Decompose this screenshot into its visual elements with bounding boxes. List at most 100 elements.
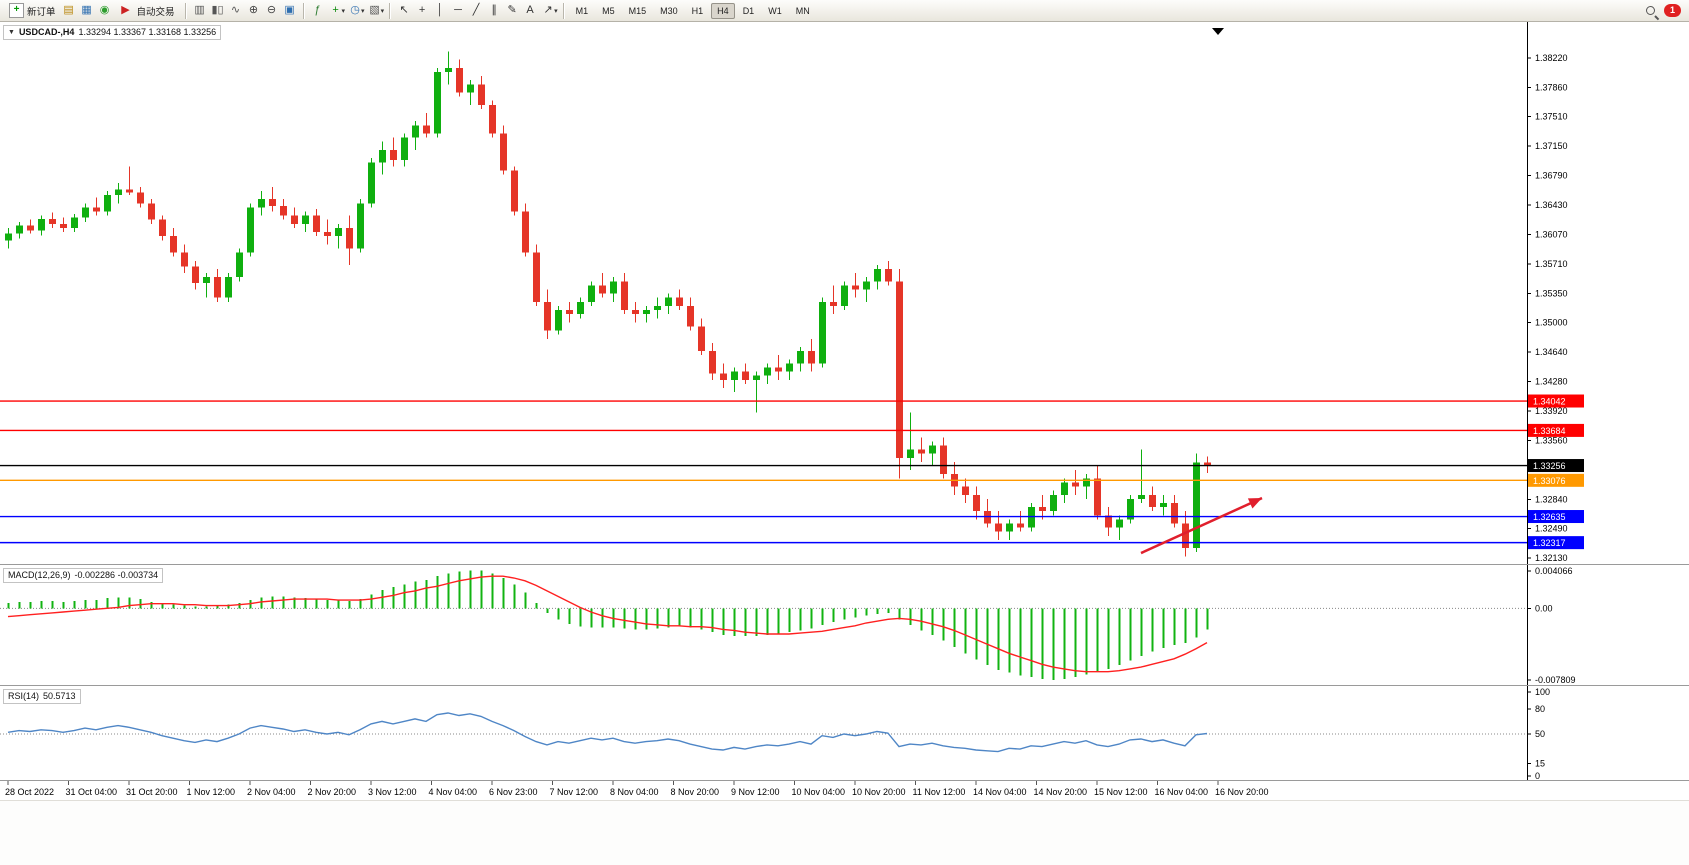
candle-body: [335, 227, 342, 237]
periods-icon-group[interactable]: ◷ ▾: [347, 3, 365, 18]
timeframe-group: M1 M5 M15 M30 H1 H4 D1 W1 MN: [570, 2, 816, 19]
candle-body: [588, 285, 595, 302]
candle-body: [896, 281, 903, 458]
timeframe-m30-button[interactable]: M30: [660, 5, 678, 16]
price-line-label-text: 1.33256: [1533, 461, 1566, 471]
horizontal-line-icon[interactable]: ─: [454, 4, 462, 16]
candle-body: [764, 367, 771, 376]
rsi-tick-label: 15: [1535, 758, 1545, 768]
dropdown-arrow-icon[interactable]: ▾: [361, 7, 365, 15]
crosshair-icon[interactable]: +: [418, 4, 426, 16]
candle-body: [511, 170, 518, 212]
new-order-button[interactable]: + 新订单: [4, 1, 61, 20]
timeframe-mn-button[interactable]: MN: [795, 5, 810, 16]
timeframe-h4-button[interactable]: H4: [711, 2, 735, 19]
rsi-value: 50.5713: [43, 691, 76, 701]
toolbar-separator: [302, 2, 305, 19]
macd-values: -0.002286 -0.003734: [74, 570, 159, 580]
candle-body: [313, 215, 320, 233]
periods-icon[interactable]: ◷: [350, 4, 360, 16]
window-bottom-area: [0, 800, 1689, 865]
draw-icon[interactable]: ✎: [507, 4, 517, 16]
cursor-icon[interactable]: ↖: [399, 4, 409, 16]
text-icon[interactable]: A: [526, 4, 534, 16]
data-window-icon[interactable]: ◉: [99, 4, 110, 16]
add-chart-icon-group[interactable]: + ▾: [328, 3, 346, 18]
templates-icon-group[interactable]: ▧ ▾: [367, 3, 385, 18]
timeframe-h1-button[interactable]: H1: [691, 5, 704, 16]
auto-trading-button[interactable]: ▶ 自动交易: [113, 1, 180, 20]
time-label: 8 Nov 20:00: [671, 787, 720, 797]
notification-badge[interactable]: 1: [1664, 4, 1681, 17]
line-chart-icon[interactable]: ∿: [230, 4, 241, 16]
trendline-icon[interactable]: ╱: [472, 4, 480, 16]
bar-chart-icon[interactable]: ▥: [194, 4, 205, 16]
rsi-tick-label: 50: [1535, 729, 1545, 739]
search-icon[interactable]: [1644, 4, 1658, 18]
timeframe-m1-button[interactable]: M1: [575, 5, 589, 16]
candle-body: [456, 67, 463, 93]
time-label: 9 Nov 12:00: [731, 787, 780, 797]
tile-windows-icon[interactable]: ▣: [284, 4, 295, 16]
channel-icon[interactable]: ∥: [491, 4, 497, 16]
time-label: 31 Oct 04:00: [66, 787, 118, 797]
candle-body: [346, 227, 353, 249]
time-label: 10 Nov 20:00: [852, 787, 906, 797]
chart-ohlc-values: 1.33294 1.33367 1.33168 1.33256: [78, 27, 217, 37]
price-chart-canvas[interactable]: 1.38220 1.37860 1.37510 1.37150 1.36790 1.364…: [0, 22, 1689, 800]
candle-body: [126, 189, 133, 193]
dropdown-arrow-icon[interactable]: ▾: [380, 7, 385, 15]
price-tick-label: 1.36070: [1535, 230, 1568, 240]
candle-body: [236, 252, 243, 278]
time-label: 1 Nov 12:00: [187, 787, 236, 797]
candle-body: [5, 233, 12, 241]
main-toolbar: + 新订单 ▤ ▦ ◉ ▶ 自动交易 ▥ ▮▯ ∿ ⊕ ⊖ ▣ ƒ + ▾ ◷ ▾ ▧ ▾ ↖ + │ ─ ╱ ∥ ✎…: [0, 0, 1689, 22]
timeframe-m15-button[interactable]: M15: [628, 5, 647, 16]
price-line-label: [1528, 394, 1584, 408]
candle-body: [742, 371, 749, 380]
candle-body: [280, 205, 287, 216]
zoom-out-icon[interactable]: ⊖: [266, 4, 277, 16]
price-line-label: [1528, 510, 1584, 524]
vertical-line-icon[interactable]: │: [436, 4, 444, 16]
candle-body: [1171, 502, 1178, 524]
time-label: 14 Nov 04:00: [973, 787, 1027, 797]
price-tick-label: 1.36430: [1535, 200, 1568, 210]
macd-tick-label: -0.007809: [1535, 675, 1576, 685]
templates-icon[interactable]: ▧: [369, 4, 380, 16]
indicators-icon[interactable]: ƒ: [314, 4, 321, 16]
candle-body: [170, 236, 177, 253]
candle-body: [1083, 478, 1090, 487]
candle-body: [929, 445, 936, 454]
timeframe-w1-button[interactable]: W1: [768, 5, 782, 16]
rsi-name: RSI(14): [8, 691, 40, 701]
candle-body: [489, 104, 496, 134]
new-order-label: 新订单: [27, 6, 56, 18]
price-tick-label: 1.32490: [1535, 523, 1568, 533]
timeframe-m5-button[interactable]: M5: [602, 5, 615, 16]
charts-grid-icon[interactable]: ▤: [63, 4, 74, 16]
candle-body: [1061, 482, 1068, 495]
dropdown-arrow-icon[interactable]: ▾: [341, 7, 346, 15]
candle-body: [269, 199, 276, 206]
candle-body: [533, 252, 540, 302]
zoom-in-icon[interactable]: ⊕: [248, 4, 259, 16]
macd-tick-label: 0.004066: [1535, 566, 1573, 576]
collapse-icon[interactable]: ▼: [8, 29, 15, 36]
candle-body: [808, 351, 815, 364]
candle-body: [984, 511, 991, 524]
price-tick-label: 1.33920: [1535, 406, 1568, 416]
chart-shift-marker[interactable]: [1212, 28, 1224, 35]
arrows-icon[interactable]: ↗: [543, 4, 553, 16]
time-label: 3 Nov 12:00: [368, 787, 417, 797]
market-watch-icon[interactable]: ▦: [81, 4, 92, 16]
candle-body: [610, 281, 617, 294]
candle-body: [379, 149, 386, 163]
timeframe-d1-button[interactable]: D1: [742, 5, 755, 16]
dropdown-arrow-icon[interactable]: ▾: [554, 7, 558, 15]
candlestick-chart-icon[interactable]: ▮▯: [211, 4, 224, 16]
add-chart-icon[interactable]: +: [332, 4, 339, 16]
trend-arrow[interactable]: [1140, 496, 1263, 555]
arrows-icon-group[interactable]: ↗ ▾: [540, 3, 558, 18]
price-line-label-text: 1.34042: [1533, 397, 1566, 407]
